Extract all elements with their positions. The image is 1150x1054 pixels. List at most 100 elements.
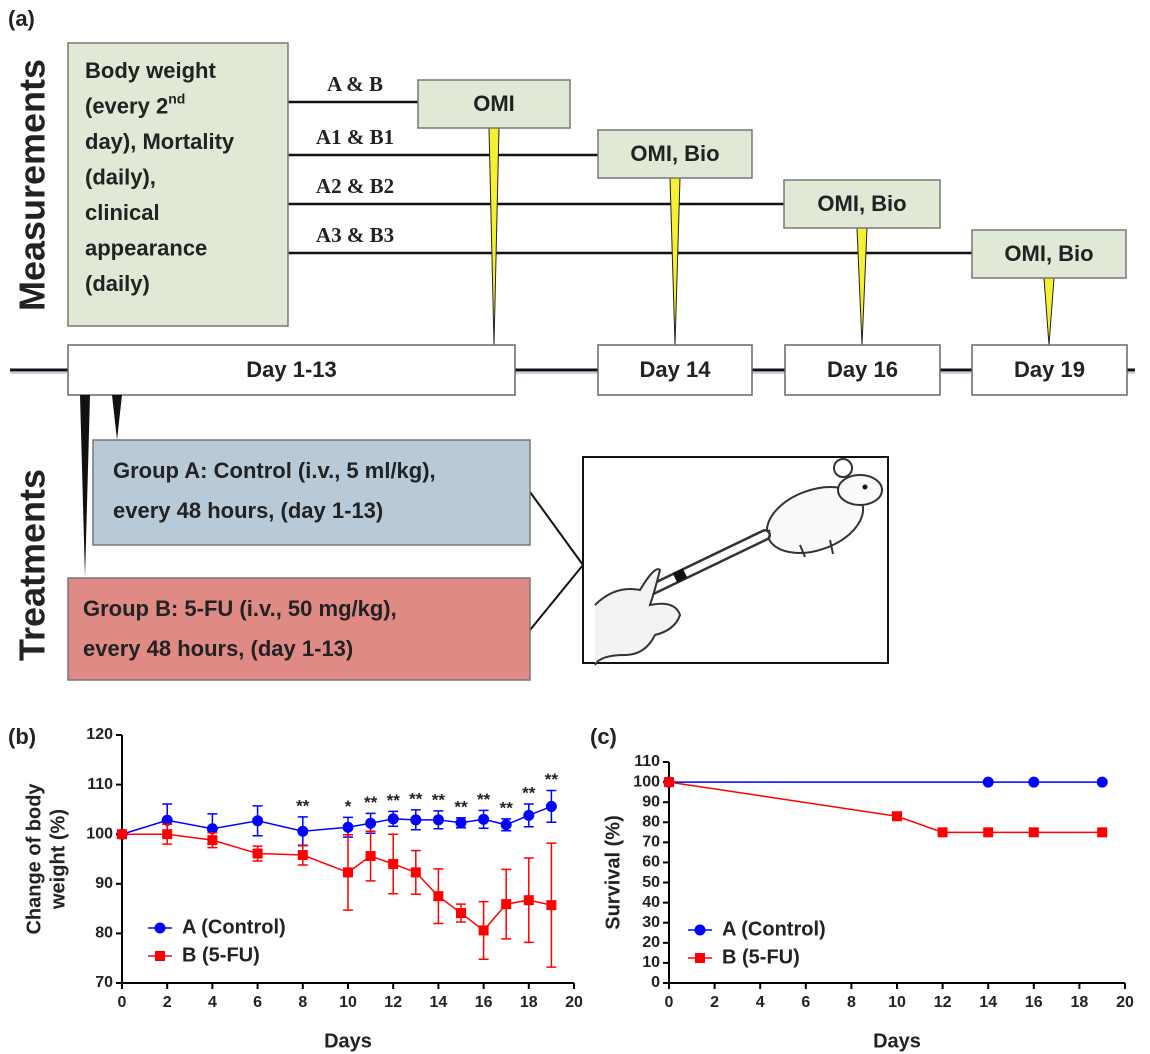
timeline-label: Day 19 xyxy=(1014,357,1085,382)
measure-text: (daily) xyxy=(85,271,150,296)
x-tick-label: 6 xyxy=(253,994,262,1011)
marker xyxy=(365,818,376,829)
x-tick-label: 18 xyxy=(520,994,538,1011)
marker xyxy=(1028,777,1039,788)
mouse-illustration xyxy=(583,457,888,665)
page: (a)(b)(c)MeasurementsTreatmentsA & BA1 &… xyxy=(0,0,1150,1054)
marker xyxy=(343,867,353,877)
timeline-label: Day 16 xyxy=(827,357,898,382)
pointer xyxy=(670,178,680,345)
x-tick-label: 16 xyxy=(475,994,493,1011)
y-tick-label: 80 xyxy=(95,925,113,942)
legend-label: A (Control) xyxy=(722,918,826,940)
treatment-text: every 48 hours, (day 1-13) xyxy=(113,498,383,523)
marker xyxy=(892,811,902,821)
marker xyxy=(523,810,534,821)
significance: ** xyxy=(545,770,559,789)
x-tick-label: 8 xyxy=(298,994,307,1011)
marker xyxy=(938,827,948,837)
y-tick-label: 20 xyxy=(642,934,660,951)
measure-text: Body weight xyxy=(85,58,216,83)
marker xyxy=(366,851,376,861)
pointer xyxy=(112,395,122,440)
measure-line: appearance xyxy=(85,235,207,260)
x-tick-label: 6 xyxy=(801,994,810,1011)
significance: ** xyxy=(387,791,401,810)
x-tick-label: 4 xyxy=(208,994,217,1011)
panel-label: (a) xyxy=(8,6,35,31)
marker xyxy=(117,829,127,839)
significance: ** xyxy=(477,790,491,809)
y-tick-label: 100 xyxy=(633,773,660,790)
significance: ** xyxy=(364,793,378,812)
group-label: A3 & B3 xyxy=(316,223,394,247)
marker xyxy=(253,849,263,859)
y-tick-label: 80 xyxy=(642,813,660,830)
y-tick-label: 60 xyxy=(642,854,660,871)
output-label: OMI xyxy=(473,91,515,116)
x-tick-label: 16 xyxy=(1025,994,1043,1011)
measure-line: day), Mortality xyxy=(85,129,235,154)
marker xyxy=(252,815,263,826)
pointer xyxy=(1044,278,1054,345)
marker xyxy=(983,827,993,837)
significance: ** xyxy=(296,796,310,815)
marker xyxy=(207,835,217,845)
pointer xyxy=(80,395,90,578)
significance: * xyxy=(345,797,352,816)
marker xyxy=(546,900,556,910)
output-label: OMI, Bio xyxy=(817,191,906,216)
marker xyxy=(388,813,399,824)
marker xyxy=(983,777,994,788)
measure-line: (daily) xyxy=(85,271,150,296)
pointer xyxy=(857,228,867,345)
marker xyxy=(546,801,557,812)
marker xyxy=(501,899,511,909)
marker xyxy=(388,859,398,869)
x-tick-label: 8 xyxy=(847,994,856,1011)
figure: (a)(b)(c)MeasurementsTreatmentsA & BA1 &… xyxy=(0,0,1150,1054)
marker xyxy=(298,850,308,860)
y-axis-label: weight (%) xyxy=(47,809,69,910)
side-label: Treatments xyxy=(12,469,53,661)
legend-marker xyxy=(695,925,706,936)
x-axis-label: Days xyxy=(873,1030,921,1052)
treatment-text: Group A: Control (i.v., 5 ml/kg), xyxy=(113,458,436,483)
panel-label: (c) xyxy=(590,724,617,749)
marker xyxy=(524,895,534,905)
marker xyxy=(664,777,674,787)
marker xyxy=(479,925,489,935)
y-tick-label: 70 xyxy=(642,834,660,851)
treatment-text: Group B: 5-FU (i.v., 50 mg/kg), xyxy=(83,596,397,621)
x-tick-label: 0 xyxy=(118,994,127,1011)
significance: ** xyxy=(500,798,514,817)
x-tick-label: 4 xyxy=(756,994,765,1011)
legend-label: A (Control) xyxy=(182,916,286,938)
legend-marker xyxy=(155,923,166,934)
group-label: A & B xyxy=(327,72,383,96)
significance: ** xyxy=(522,783,536,802)
x-tick-label: 20 xyxy=(1116,994,1134,1011)
pointer xyxy=(489,128,499,345)
y-tick-label: 0 xyxy=(651,974,660,991)
legend-label: B (5-FU) xyxy=(722,946,800,968)
x-tick-label: 10 xyxy=(339,994,357,1011)
marker xyxy=(456,817,467,828)
y-tick-label: 90 xyxy=(642,793,660,810)
y-tick-label: 110 xyxy=(87,776,113,793)
y-tick-label: 90 xyxy=(95,875,113,892)
measure-text: (daily), xyxy=(85,164,156,189)
measure-text: appearance xyxy=(85,235,207,260)
significance: ** xyxy=(409,789,423,808)
x-tick-label: 18 xyxy=(1071,994,1089,1011)
significance: ** xyxy=(432,790,446,809)
x-tick-label: 14 xyxy=(430,994,448,1011)
group-label: A1 & B1 xyxy=(316,125,394,149)
x-tick-label: 10 xyxy=(888,994,906,1011)
y-tick-label: 10 xyxy=(642,954,660,971)
significance: ** xyxy=(454,797,468,816)
timeline-label: Day 14 xyxy=(640,357,712,382)
measure-text: day), Mortality xyxy=(85,129,235,154)
timeline-label: Day 1-13 xyxy=(246,357,337,382)
x-axis-label: Days xyxy=(324,1030,372,1052)
